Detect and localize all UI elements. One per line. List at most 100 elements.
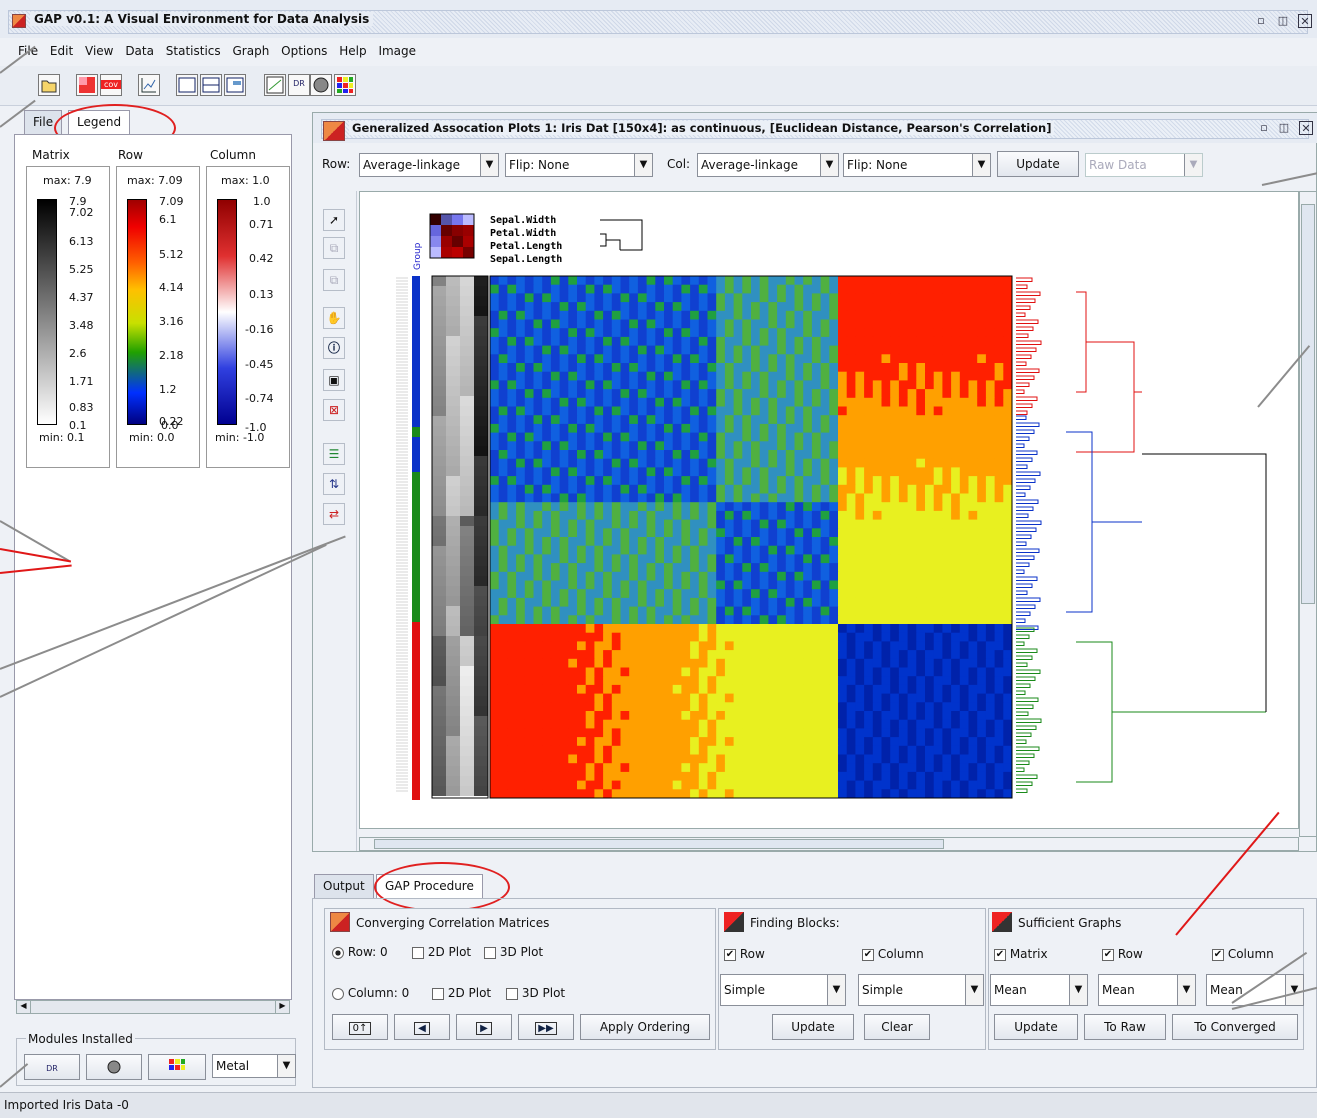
sg-row-select[interactable]: Mean ▼ bbox=[1098, 974, 1196, 1006]
flip-icon[interactable]: ⇄ bbox=[323, 503, 345, 525]
sg-update-button[interactable]: Update bbox=[994, 1014, 1078, 1040]
minimize-icon[interactable]: ▫ bbox=[1257, 14, 1265, 27]
fb-row-method-select[interactable]: Simple ▼ bbox=[720, 974, 846, 1006]
menu-help[interactable]: Help bbox=[339, 44, 367, 58]
sg-matrix-select[interactable]: Mean ▼ bbox=[990, 974, 1088, 1006]
sphere-module-button[interactable] bbox=[86, 1054, 142, 1080]
menu-options[interactable]: Options bbox=[281, 44, 328, 58]
column-radio[interactable]: Column: 0 bbox=[332, 986, 409, 1000]
heatmap-module-button[interactable] bbox=[148, 1054, 206, 1080]
select-icon[interactable]: ▣ bbox=[323, 369, 345, 391]
next-step-button[interactable]: ▶ bbox=[456, 1014, 512, 1040]
apply-ordering-button[interactable]: Apply Ordering bbox=[580, 1014, 710, 1040]
maximize-icon[interactable]: ◫ bbox=[1277, 14, 1289, 27]
reorder-icon[interactable]: ⇅ bbox=[323, 473, 345, 495]
layout-split-icon[interactable] bbox=[200, 74, 222, 96]
fb-update-button[interactable]: Update bbox=[772, 1014, 854, 1040]
plot-icon[interactable] bbox=[264, 74, 286, 96]
heatmap-cell bbox=[898, 789, 908, 799]
heatmap-cell bbox=[559, 597, 569, 607]
heatmap-cell bbox=[655, 510, 665, 520]
fb-column-checkbox[interactable]: ✔ Column bbox=[862, 947, 924, 961]
sg-column-select[interactable]: Mean ▼ bbox=[1206, 974, 1304, 1006]
col-2d-plot-checkbox[interactable]: 2D Plot bbox=[432, 986, 491, 1000]
menu-view[interactable]: View bbox=[85, 44, 114, 58]
to-raw-button[interactable]: To Raw bbox=[1084, 1014, 1166, 1040]
heatmap-cell bbox=[742, 502, 752, 512]
raw-data-select[interactable]: Raw Data ▼ bbox=[1085, 153, 1203, 177]
first-step-button[interactable]: 0↑ bbox=[332, 1014, 388, 1040]
sg-row-checkbox[interactable]: ✔ Row bbox=[1102, 947, 1143, 961]
dr-icon[interactable]: DR bbox=[288, 74, 310, 96]
dr-module-button[interactable]: DR bbox=[24, 1054, 80, 1080]
maximize-icon[interactable]: ◫ bbox=[1278, 121, 1290, 134]
dendrogram-leaf bbox=[1016, 648, 1038, 653]
fast-forward-button[interactable]: ▶▶ bbox=[518, 1014, 574, 1040]
cov-icon[interactable]: cov bbox=[100, 74, 122, 96]
sphere-icon[interactable] bbox=[310, 74, 332, 96]
plot-hscroll-thumb[interactable] bbox=[374, 839, 944, 849]
menu-graph[interactable]: Graph bbox=[232, 44, 270, 58]
heatmap-cell bbox=[811, 519, 821, 529]
menu-image[interactable]: Image bbox=[378, 44, 417, 58]
copy-icon[interactable]: ⧉ bbox=[323, 237, 345, 259]
dendrogram-leaf bbox=[1016, 527, 1037, 532]
heatmap-cell bbox=[507, 276, 517, 286]
heatmap-cell bbox=[672, 380, 682, 390]
scroll-right-icon[interactable]: ▶ bbox=[275, 1001, 289, 1013]
tab-output[interactable]: Output bbox=[314, 874, 374, 898]
sort-icon[interactable]: ☰ bbox=[323, 443, 345, 465]
heatmap-cell bbox=[820, 293, 830, 303]
menu-edit[interactable]: Edit bbox=[49, 44, 74, 58]
scatter-plot-icon[interactable] bbox=[138, 74, 160, 96]
heatmap-cell bbox=[629, 563, 639, 573]
col-linkage-select[interactable]: Average-linkage ▼ bbox=[697, 153, 839, 177]
fb-row-checkbox[interactable]: ✔ Row bbox=[724, 947, 765, 961]
update-button[interactable]: Update bbox=[997, 151, 1079, 177]
row-linkage-select[interactable]: Average-linkage ▼ bbox=[359, 153, 499, 177]
close-icon[interactable]: ✕ bbox=[1299, 121, 1313, 135]
col-3d-plot-checkbox[interactable]: 3D Plot bbox=[506, 986, 565, 1000]
heatmap-cell bbox=[733, 432, 743, 442]
row-flip-select[interactable]: Flip: None ▼ bbox=[505, 153, 653, 177]
heatmap-cell bbox=[881, 328, 891, 338]
heatmap-cell bbox=[785, 380, 795, 390]
layout-single-icon[interactable] bbox=[176, 74, 198, 96]
theme-select[interactable]: Metal ▼ bbox=[212, 1054, 296, 1078]
sg-matrix-checkbox[interactable]: ✔ Matrix bbox=[994, 947, 1048, 961]
plot-hscrollbar[interactable] bbox=[359, 837, 1299, 851]
heatmap-cell bbox=[794, 728, 804, 738]
to-converged-button[interactable]: To Converged bbox=[1172, 1014, 1298, 1040]
minimize-icon[interactable]: ▫ bbox=[1260, 121, 1268, 134]
scroll-left-icon[interactable]: ◀ bbox=[17, 1001, 31, 1013]
fb-col-method-select[interactable]: Simple ▼ bbox=[858, 974, 984, 1006]
pointer-icon[interactable]: ➚ bbox=[323, 209, 345, 231]
fb-clear-button[interactable]: Clear bbox=[864, 1014, 930, 1040]
menu-statistics[interactable]: Statistics bbox=[165, 44, 221, 58]
row-2d-plot-checkbox[interactable]: 2D Plot bbox=[412, 945, 471, 959]
heatmap-cell bbox=[603, 371, 613, 381]
heatmap-icon[interactable] bbox=[334, 74, 356, 96]
layout-panel-icon[interactable] bbox=[224, 74, 246, 96]
info-icon[interactable]: ⓘ bbox=[323, 337, 345, 359]
deselect-icon[interactable]: ⊠ bbox=[323, 399, 345, 421]
plot-vscrollbar[interactable] bbox=[1299, 191, 1317, 837]
col-flip-select[interactable]: Flip: None ▼ bbox=[843, 153, 991, 177]
correlation-matrix-icon[interactable] bbox=[76, 74, 98, 96]
heatmap-cell bbox=[559, 771, 569, 781]
heatmap-cell bbox=[951, 684, 961, 694]
row-radio[interactable]: Row: 0 bbox=[332, 945, 388, 959]
menu-data[interactable]: Data bbox=[125, 44, 154, 58]
heatmap-cell bbox=[898, 441, 908, 451]
plot-vscroll-thumb[interactable] bbox=[1301, 204, 1315, 604]
hand-icon[interactable]: ✋ bbox=[323, 307, 345, 329]
heatmap-cell bbox=[690, 624, 700, 634]
close-icon[interactable]: ✕ bbox=[1298, 14, 1312, 28]
sg-column-checkbox[interactable]: ✔ Column bbox=[1212, 947, 1274, 961]
open-folder-icon[interactable] bbox=[38, 74, 60, 96]
prev-step-button[interactable]: ◀ bbox=[394, 1014, 450, 1040]
paste-icon[interactable]: ⧉ bbox=[323, 269, 345, 291]
row-3d-plot-checkbox[interactable]: 3D Plot bbox=[484, 945, 543, 959]
left-hscrollbar[interactable]: ◀ ▶ bbox=[16, 1000, 290, 1014]
heatmap-cell bbox=[559, 293, 569, 303]
